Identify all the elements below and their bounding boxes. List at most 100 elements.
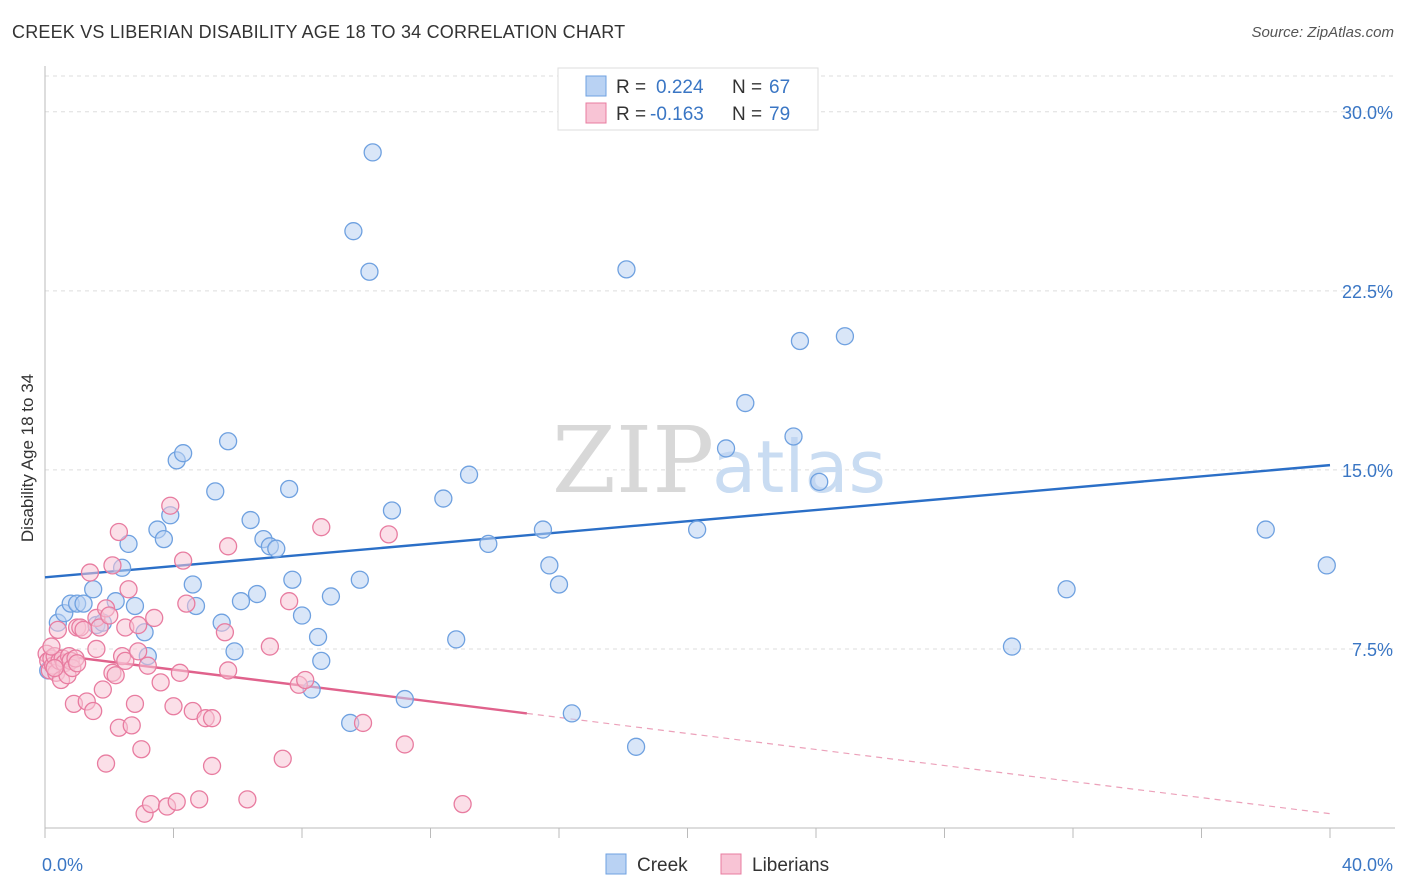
- point-creek-46: [447, 630, 466, 649]
- y-tick-label-0: 7.5%: [1352, 640, 1393, 660]
- point-creek-65: [1317, 556, 1336, 575]
- point-liberians-18: [67, 654, 87, 673]
- point-creek-35: [308, 627, 328, 647]
- point-liberians-33: [103, 556, 122, 575]
- point-creek-51: [549, 575, 569, 594]
- legend-n-label-creek: N =: [732, 77, 762, 98]
- point-creek-48: [479, 534, 498, 554]
- point-liberians-31: [100, 606, 119, 625]
- watermark: ZIP atlas: [552, 407, 886, 514]
- point-creek-56: [716, 439, 736, 458]
- point-creek-27: [247, 584, 267, 604]
- y-tick-label-2: 22.5%: [1342, 282, 1393, 302]
- point-liberians-52: [161, 496, 180, 515]
- data-points: [37, 143, 1336, 823]
- watermark-zip: ZIP: [552, 407, 714, 514]
- point-liberians-61: [202, 709, 222, 728]
- point-liberians-43: [129, 642, 148, 661]
- point-creek-49: [533, 520, 553, 539]
- point-creek-10: [119, 534, 138, 554]
- point-liberians-69: [279, 592, 299, 611]
- point-liberians-23: [80, 563, 100, 582]
- tick-labels: 7.5% 15.0% 22.5% 30.0% 0.0% 40.0%: [42, 103, 1393, 875]
- point-creek-4: [74, 594, 93, 613]
- point-liberians-49: [145, 608, 164, 628]
- point-liberians-77: [42, 637, 61, 656]
- point-liberians-29: [96, 754, 116, 773]
- point-liberians-55: [170, 663, 190, 682]
- point-creek-37: [321, 587, 341, 606]
- point-liberians-57: [177, 594, 196, 613]
- point-liberians-54: [167, 792, 186, 811]
- point-liberians-67: [260, 637, 280, 656]
- point-creek-40: [350, 570, 369, 589]
- bottom-legend-label-liberians: Liberians: [752, 855, 829, 876]
- legend-n-value-liberians: 79: [769, 104, 790, 125]
- point-creek-57: [736, 393, 755, 413]
- trend-lines: [44, 463, 1331, 815]
- point-liberians-64: [218, 537, 238, 556]
- point-creek-31: [279, 479, 299, 499]
- point-creek-50: [540, 556, 559, 575]
- point-creek-32: [283, 570, 302, 589]
- legend-box: R = 0.224 N = 67 R = -0.163 N = 79: [557, 67, 819, 131]
- point-liberians-44: [129, 615, 148, 635]
- point-creek-26: [241, 510, 260, 530]
- bottom-legend-label-creek: Creek: [637, 855, 688, 876]
- point-creek-52: [562, 704, 581, 723]
- point-creek-53: [617, 260, 636, 279]
- point-creek-58: [784, 427, 803, 446]
- point-liberians-66: [238, 790, 257, 809]
- point-liberians-41: [122, 716, 141, 735]
- point-creek-5: [84, 580, 103, 599]
- bottom-legend: Creek Liberians: [605, 853, 829, 876]
- bottom-legend-swatch-liberians: [720, 853, 742, 875]
- point-creek-63: [1057, 580, 1076, 599]
- point-creek-59: [790, 331, 810, 351]
- trendline-creek: [44, 463, 1331, 579]
- chart-title: CREEK VS LIBERIAN DISABILITY AGE 18 TO 3…: [12, 22, 626, 42]
- point-creek-36: [312, 651, 331, 671]
- point-creek-39: [344, 222, 363, 241]
- point-liberians-74: [379, 525, 398, 544]
- point-liberians-56: [173, 551, 193, 570]
- point-liberians-63: [215, 623, 235, 642]
- point-liberians-53: [164, 697, 183, 716]
- point-creek-33: [292, 606, 312, 625]
- legend-swatch-liberians: [585, 102, 607, 124]
- point-liberians-72: [312, 518, 331, 537]
- point-liberians-62: [202, 756, 222, 776]
- grid-lines: [45, 75, 1395, 650]
- point-creek-23: [218, 432, 238, 451]
- point-liberians-73: [353, 713, 373, 733]
- point-creek-30: [267, 539, 286, 558]
- point-liberians-50: [151, 673, 170, 692]
- point-liberians-45: [132, 740, 151, 759]
- point-creek-54: [626, 737, 646, 756]
- point-creek-19: [183, 575, 202, 594]
- point-liberians-28: [93, 680, 112, 699]
- point-creek-62: [1002, 637, 1022, 656]
- point-creek-43: [382, 501, 402, 520]
- point-creek-21: [206, 482, 225, 501]
- legend-r-label-liberians: R =: [616, 104, 646, 125]
- y-axis-title: Disability Age 18 to 34: [18, 374, 37, 542]
- point-creek-15: [154, 529, 174, 549]
- point-liberians-7: [48, 620, 67, 640]
- point-liberians-59: [190, 790, 209, 809]
- point-liberians-34: [106, 666, 125, 685]
- point-creek-11: [125, 596, 145, 616]
- point-liberians-75: [395, 735, 414, 754]
- point-creek-18: [173, 444, 193, 463]
- y-tick-label-1: 15.0%: [1342, 461, 1393, 481]
- point-liberians-38: [116, 651, 135, 671]
- point-liberians-24: [84, 701, 103, 721]
- legend-n-label-liberians: N =: [732, 104, 762, 125]
- point-liberians-40: [119, 580, 138, 599]
- point-creek-47: [459, 465, 479, 484]
- point-liberians-27: [90, 618, 109, 637]
- x-tick-label-max: 40.0%: [1342, 855, 1393, 875]
- y-tick-label-3: 30.0%: [1342, 103, 1393, 123]
- point-creek-61: [835, 327, 855, 346]
